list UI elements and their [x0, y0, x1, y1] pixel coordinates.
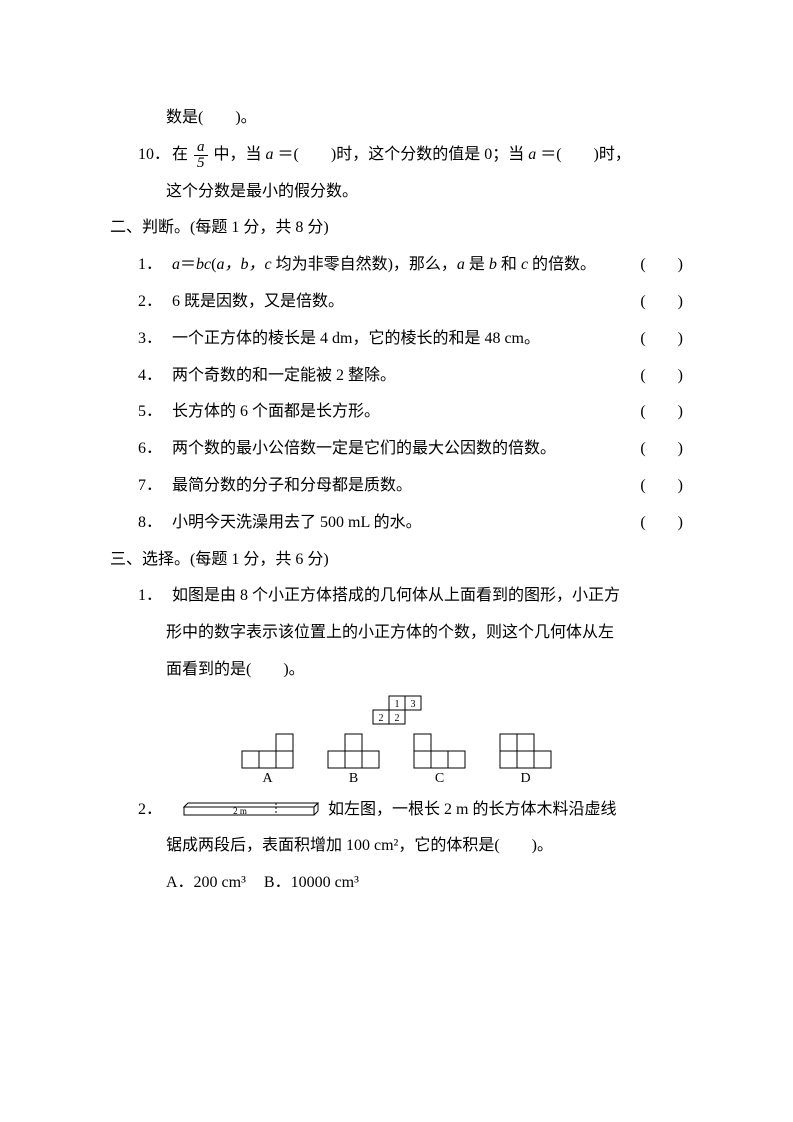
- j1-p2: 均为非零自然数)，那么，: [272, 256, 457, 273]
- judge-6: 6． 两个数的最小公倍数一定是它们的最大公因数的倍数。 ( ): [110, 431, 683, 468]
- j2-paren: ( ): [640, 284, 683, 321]
- q10-line1: 10． 在 a 5 中，当 a ＝( )时，这个分数的值是 0；当 a ＝( )…: [110, 137, 683, 174]
- q9-continuation: 数是( )。: [110, 100, 683, 137]
- q10-p4: ＝( )时，: [540, 146, 631, 163]
- label-A: A: [262, 771, 272, 788]
- s2-optA: A．200 cm³: [166, 865, 246, 902]
- q10-content: 在 a 5 中，当 a ＝( )时，这个分数的值是 0；当 a ＝( )时，: [172, 137, 683, 174]
- select-2-l2: 锯成两段后，表面积增加 100 cm²，它的体积是( )。: [110, 828, 683, 865]
- label-B: B: [349, 771, 358, 788]
- j1-eq: ＝: [180, 256, 196, 273]
- s1-num: 1．: [138, 578, 172, 615]
- s2-text2: 锯成两段后，表面积增加 100 cm²，它的体积是( )。: [166, 828, 553, 865]
- j4-num: 4．: [138, 358, 172, 395]
- label-C: C: [435, 771, 444, 788]
- j5-text: 长方体的 6 个面都是长方形。: [172, 394, 640, 431]
- j1-m3: 和: [497, 256, 521, 273]
- q10-fraction: a 5: [194, 140, 208, 171]
- s1-text2: 形中的数字表示该位置上的小正方体的个数，则这个几何体从左: [166, 615, 614, 652]
- j1-m2: 是: [465, 256, 489, 273]
- label-D: D: [520, 771, 530, 788]
- judge-3: 3． 一个正方体的棱长是 4 dm，它的棱长的和是 48 cm。 ( ): [110, 321, 683, 358]
- j5-num: 5．: [138, 394, 172, 431]
- q10-cont: 这个分数是最小的假分数。: [166, 174, 358, 211]
- option-figures: A B C: [110, 733, 683, 788]
- fig-C-svg: [413, 733, 467, 769]
- judge-4: 4． 两个奇数的和一定能被 2 整除。 ( ): [110, 358, 683, 395]
- j8-paren: ( ): [640, 505, 683, 542]
- j7-paren: ( ): [640, 468, 683, 505]
- j4-paren: ( ): [640, 358, 683, 395]
- fig-D-svg: [499, 733, 553, 769]
- grid-cell-0: 1: [394, 699, 399, 710]
- s1-text3: 面看到的是( )。: [166, 652, 305, 689]
- q10-frac-den: 5: [194, 156, 208, 171]
- j6-num: 6．: [138, 431, 172, 468]
- q10-p1: 在: [172, 146, 188, 163]
- fig-B-svg: [327, 733, 381, 769]
- s2-text1: 如左图，一根长 2 m 的长方体木料沿虚线: [328, 792, 616, 829]
- fig-A-svg: [241, 733, 295, 769]
- select-2-l1: 2． 2 m 如左图，一根长 2 m 的长方体木料沿虚线: [110, 792, 683, 829]
- section3-title: 三、选择。(每题 1 分，共 6 分): [110, 542, 683, 579]
- j5-paren: ( ): [640, 394, 683, 431]
- grid-cell-2: 2: [378, 713, 383, 724]
- j3-paren: ( ): [640, 321, 683, 358]
- j4-text: 两个奇数的和一定能被 2 整除。: [172, 358, 640, 395]
- j1-content: a＝bc(a，b，c 均为非零自然数)，那么，a 是 b 和 c 的倍数。: [172, 247, 640, 284]
- section2-title: 二、判断。(每题 1 分，共 8 分): [110, 210, 683, 247]
- wood-figure: 2 m: [180, 799, 320, 821]
- j1-c: c: [521, 256, 528, 273]
- select-1-l1: 1． 如图是由 8 个小正方体搭成的几何体从上面看到的图形，小正方: [110, 578, 683, 615]
- q10-p2: 中，当: [214, 146, 266, 163]
- judge-5: 5． 长方体的 6 个面都是长方形。 ( ): [110, 394, 683, 431]
- option-D: D: [499, 733, 553, 788]
- section3-text: 三、选择。(每题 1 分，共 6 分): [110, 542, 329, 579]
- grid-cell-1: 3: [410, 699, 415, 710]
- j2-num: 2．: [138, 284, 172, 321]
- j7-text: 最简分数的分子和分母都是质数。: [172, 468, 640, 505]
- j8-text: 小明今天洗澡用去了 500 mL 的水。: [172, 505, 640, 542]
- j1-abc: a，b，c: [216, 256, 271, 273]
- judge-2: 2． 6 既是因数，又是倍数。 ( ): [110, 284, 683, 321]
- section2-text: 二、判断。(每题 1 分，共 8 分): [110, 210, 329, 247]
- j2-text: 6 既是因数，又是倍数。: [172, 284, 640, 321]
- j1-a2: a: [457, 256, 465, 273]
- j1-num: 1．: [138, 247, 172, 284]
- q10-num: 10．: [138, 137, 172, 174]
- s2-num: 2．: [138, 792, 172, 829]
- q10-frac-num: a: [194, 140, 208, 156]
- judge-1: 1． a＝bc(a，b，c 均为非零自然数)，那么，a 是 b 和 c 的倍数。…: [110, 247, 683, 284]
- option-B: B: [327, 733, 381, 788]
- option-A: A: [241, 733, 295, 788]
- j3-text: 一个正方体的棱长是 4 dm，它的棱长的和是 48 cm。: [172, 321, 640, 358]
- q10-p3: ＝( )时，这个分数的值是 0；当: [278, 146, 529, 163]
- j8-num: 8．: [138, 505, 172, 542]
- top-view-grid: 1 3 2 2: [110, 695, 683, 725]
- j1-b: b: [489, 256, 497, 273]
- judge-8: 8． 小明今天洗澡用去了 500 mL 的水。 ( ): [110, 505, 683, 542]
- q10-a1: a: [266, 146, 274, 163]
- q10-line2: 这个分数是最小的假分数。: [110, 174, 683, 211]
- top-grid-svg: 1 3 2 2: [371, 695, 423, 725]
- wood-label: 2 m: [233, 806, 247, 816]
- j7-num: 7．: [138, 468, 172, 505]
- s1-text1: 如图是由 8 个小正方体搭成的几何体从上面看到的图形，小正方: [172, 578, 683, 615]
- judge-7: 7． 最简分数的分子和分母都是质数。 ( ): [110, 468, 683, 505]
- j1-paren: ( ): [640, 247, 683, 284]
- j1-a: a: [172, 256, 180, 273]
- j3-num: 3．: [138, 321, 172, 358]
- option-C: C: [413, 733, 467, 788]
- j1-bc: bc: [196, 256, 211, 273]
- j1-tail: 的倍数。: [528, 256, 596, 273]
- j6-text: 两个数的最小公倍数一定是它们的最大公因数的倍数。: [172, 431, 640, 468]
- q9-text: 数是( )。: [166, 100, 257, 137]
- s2-optB: B．10000 cm³: [264, 865, 359, 902]
- select-1-l3: 面看到的是( )。: [110, 652, 683, 689]
- select-2-opts: A．200 cm³ B．10000 cm³: [110, 865, 683, 902]
- grid-cell-3: 2: [394, 713, 399, 724]
- j6-paren: ( ): [640, 431, 683, 468]
- q10-a2: a: [528, 146, 536, 163]
- select-1-l2: 形中的数字表示该位置上的小正方体的个数，则这个几何体从左: [110, 615, 683, 652]
